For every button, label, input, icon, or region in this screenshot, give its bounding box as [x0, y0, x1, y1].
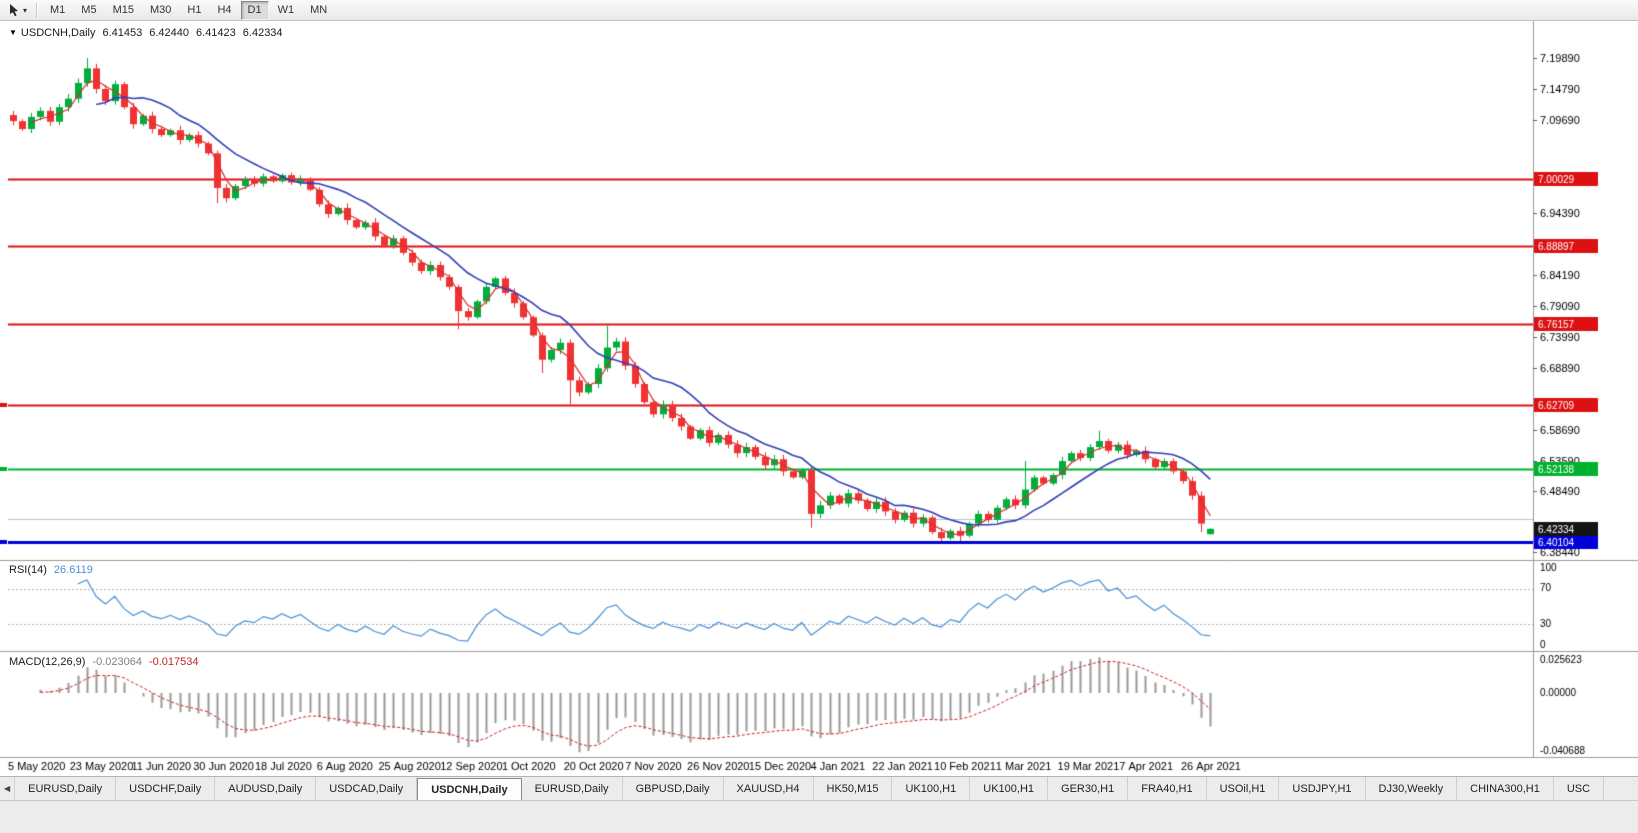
chart-tab-8-hk50-m15[interactable]: HK50,M15	[814, 777, 893, 800]
cursor-arrow-icon	[10, 4, 18, 17]
chart-tab-9-uk100-h1[interactable]: UK100,H1	[892, 777, 971, 800]
chart-tab-11-ger30-h1[interactable]: GER30,H1	[1048, 777, 1129, 800]
chart-tab-10-uk100-h1[interactable]: UK100,H1	[970, 777, 1049, 800]
chart-tab-5-eurusd-daily[interactable]: EURUSD,Daily	[522, 777, 623, 800]
chart-canvas[interactable]	[0, 21, 1638, 776]
tab-scroll-left-icon[interactable]: ◀	[0, 777, 16, 800]
timeframe-button-d1[interactable]: D1	[240, 0, 269, 20]
chart-tab-1-usdchf-daily[interactable]: USDCHF,Daily	[116, 777, 216, 800]
timeframe-button-mn[interactable]: MN	[310, 3, 328, 16]
chart-tab-bar: ◀ EURUSD,Daily USDCHF,Daily AUDUSD,Daily US…	[0, 776, 1638, 800]
timeframe-button-h1[interactable]: H1	[187, 3, 202, 16]
chart-tab-15-dj30-weekly[interactable]: DJ30,Weekly	[1366, 777, 1458, 800]
chart-tab-3-usdcad-daily[interactable]: USDCAD,Daily	[316, 777, 418, 800]
status-bar	[0, 800, 1638, 833]
timeframe-button-m1[interactable]: M1	[50, 3, 66, 16]
chart-tab-6-gbpusd-daily[interactable]: GBPUSD,Daily	[623, 777, 724, 800]
cursor-tool-button[interactable]: ▾	[4, 1, 31, 19]
chart-tab-16-china300-h1[interactable]: CHINA300,H1	[1457, 777, 1554, 800]
timeframe-button-m15[interactable]: M15	[112, 3, 134, 16]
timeframe-button-group: M1 M5 M15 M30 H1 H4 D1 W1 MN	[42, 0, 335, 20]
chart-tab-0-eurusd-daily[interactable]: EURUSD,Daily	[15, 777, 117, 800]
chart-tab-7-xauusd-h4[interactable]: XAUUSD,H4	[724, 777, 814, 800]
chart-tab-14-usdjpy-h1[interactable]: USDJPY,H1	[1279, 777, 1366, 800]
chevron-down-icon[interactable]: ▾	[23, 5, 28, 15]
chart-tab-2-audusd-daily[interactable]: AUDUSD,Daily	[215, 777, 317, 800]
chart-tab-4-usdcnh-daily[interactable]: USDCNH,Daily	[417, 778, 522, 800]
timeframe-button-m5[interactable]: M5	[81, 3, 97, 16]
timeframe-button-m30[interactable]: M30	[149, 3, 172, 16]
chart-tab-12-fra40-h1[interactable]: FRA40,H1	[1128, 777, 1207, 800]
timeframe-button-h4[interactable]: H4	[217, 3, 232, 16]
timeframe-button-w1[interactable]: W1	[277, 3, 295, 16]
timeframe-toolbar: ▾ M1 M5 M15 M30 H1 H4 D1 W1 MN	[0, 0, 1638, 21]
toolbar-separator	[36, 2, 38, 18]
chart-area: ▼ USDCNH,Daily 6.41453 6.42440 6.41423 6.4233…	[0, 21, 1638, 776]
chart-tab-17-usc[interactable]: USC	[1554, 777, 1605, 800]
chart-tab-13-usoil-h1[interactable]: USOil,H1	[1207, 777, 1280, 800]
chart-tabs: EURUSD,Daily USDCHF,Daily AUDUSD,Daily USDC…	[15, 777, 1638, 800]
